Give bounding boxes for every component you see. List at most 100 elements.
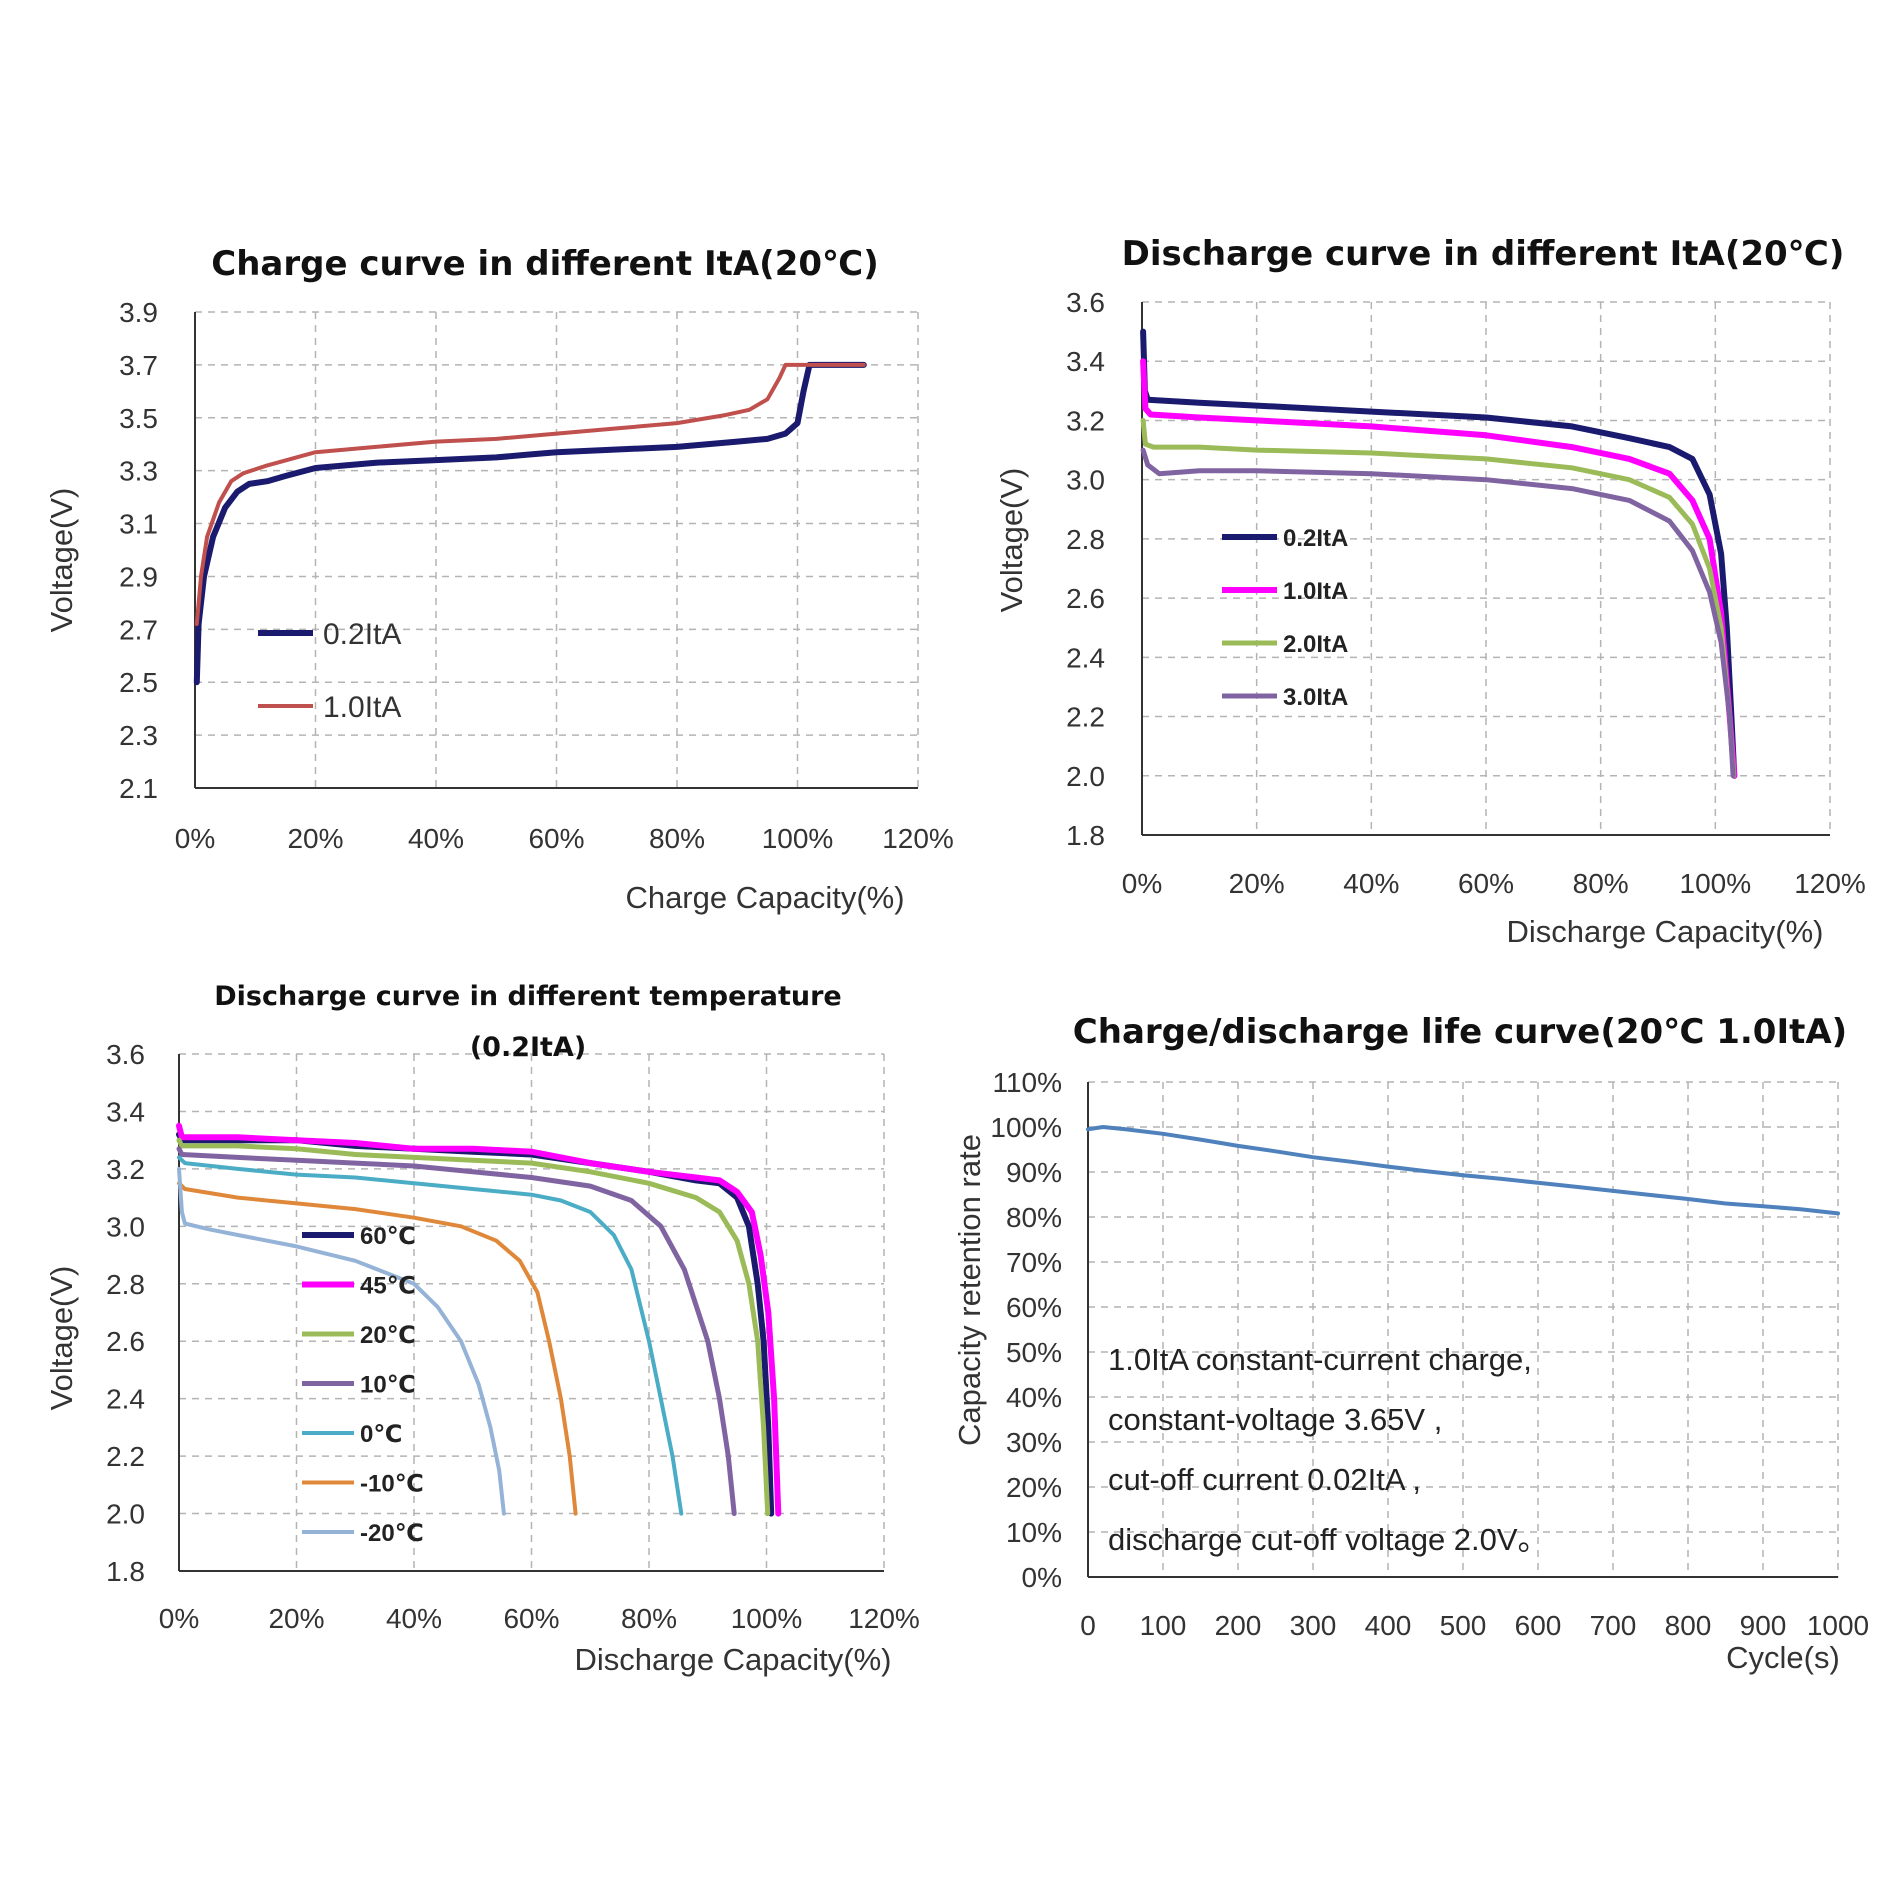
y-tick-label: 0%: [1022, 1562, 1062, 1593]
chart2-title: Discharge curve in different ItA(20℃): [1122, 234, 1845, 274]
x-tick-label: 20%: [268, 1603, 324, 1634]
series-line-10℃: [176, 1146, 737, 1517]
x-tick-label: 600: [1515, 1610, 1562, 1641]
y-tick-label: 2.9: [119, 561, 158, 592]
y-tick-label: 2.0: [1066, 761, 1105, 792]
chart4-note-line-3: cut-off current 0.02ItA ,: [1108, 1462, 1421, 1497]
chart-4: 0% 10% 20% 30% 40% 50% 60% 70% 80% 90% 100% 110% 0 10…: [990, 1067, 1869, 1641]
y-tick-label: 1.8: [1066, 820, 1105, 851]
series-line-2.0ItA: [1140, 417, 1737, 779]
x-tick-label: 80%: [1573, 868, 1629, 899]
y-tick-label: 70%: [1006, 1247, 1062, 1278]
legend-label: 1.0ItA: [323, 691, 401, 724]
y-tick-label: 2.0: [106, 1499, 145, 1530]
y-tick-label: 3.7: [119, 350, 158, 381]
series-line-0.2ItA: [193, 361, 867, 686]
x-tick-label: 60%: [503, 1603, 559, 1634]
series-line--20℃: [177, 1166, 506, 1516]
x-tick-label: 40%: [408, 823, 464, 854]
chart-2: 1.8 2.0 2.2 2.4 2.6 2.8 3.0 3.2 3.4 3.6 0% 20% 40% 60…: [1066, 287, 1866, 899]
x-tick-label: 900: [1740, 1610, 1787, 1641]
series-line-1.0ItA: [194, 362, 866, 626]
legend-label: 0.2ItA: [1283, 525, 1348, 552]
y-tick-label: 3.9: [119, 297, 158, 328]
y-tick-label: 20%: [1006, 1472, 1062, 1503]
legend-label: -20℃: [360, 1520, 424, 1547]
y-tick-label: 3.4: [1066, 346, 1105, 377]
series-line-20℃: [176, 1137, 771, 1517]
chart4-note-line-4: discharge cut-off voltage 2.0V。: [1108, 1522, 1549, 1557]
y-tick-label: 80%: [1006, 1202, 1062, 1233]
x-tick-label: 300: [1290, 1610, 1337, 1641]
legend-label: 2.0ItA: [1283, 631, 1348, 658]
y-tick-label: 2.4: [1066, 642, 1105, 673]
x-tick-label: 1000: [1807, 1610, 1869, 1641]
x-tick-label: 20%: [287, 823, 343, 854]
y-tick-label: 110%: [992, 1067, 1062, 1098]
x-tick-label: 200: [1215, 1610, 1262, 1641]
y-tick-label: 100%: [990, 1112, 1062, 1143]
y-tick-label: 2.8: [1066, 524, 1105, 555]
y-tick-label: 10%: [1006, 1517, 1062, 1548]
y-tick-label: 3.2: [1066, 405, 1105, 436]
x-tick-label: 0: [1080, 1610, 1096, 1641]
x-tick-label: 100: [1140, 1610, 1187, 1641]
chart3-xlabel: Discharge Capacity(%): [575, 1642, 892, 1677]
chart4-xlabel: Cycle(s): [1726, 1640, 1840, 1675]
x-tick-label: 500: [1440, 1610, 1487, 1641]
series-line-0℃: [177, 1155, 684, 1516]
y-tick-label: 3.3: [119, 456, 158, 487]
y-tick-label: 60%: [1006, 1292, 1062, 1323]
y-tick-label: 3.4: [106, 1096, 145, 1127]
y-tick-label: 2.6: [1066, 583, 1105, 614]
y-tick-label: 90%: [1006, 1157, 1062, 1188]
chart-1: 2.1 2.3 2.5 2.7 2.9 3.1 3.3 3.5 3.7 3.9 0% 20% 40% 60…: [119, 297, 954, 854]
x-tick-label: 80%: [649, 823, 705, 854]
legend-label: 60℃: [360, 1223, 416, 1250]
x-tick-label: 60%: [1458, 868, 1514, 899]
x-tick-label: 0%: [175, 823, 215, 854]
legend-label: 0.2ItA: [323, 618, 401, 651]
series-line-Capacity retention: [1086, 1125, 1840, 1216]
x-tick-label: 80%: [621, 1603, 677, 1634]
chart4-title: Charge/discharge life curve(20℃ 1.0ItA): [1073, 1012, 1847, 1052]
y-tick-label: 2.2: [106, 1441, 145, 1472]
y-tick-label: 1.8: [106, 1556, 145, 1587]
y-tick-label: 40%: [1006, 1382, 1062, 1413]
y-tick-label: 2.4: [106, 1384, 145, 1415]
y-tick-label: 3.1: [119, 509, 158, 540]
y-tick-label: 3.2: [106, 1154, 145, 1185]
x-tick-label: 100%: [762, 823, 834, 854]
y-tick-label: 2.8: [106, 1269, 145, 1300]
legend-label: 45℃: [360, 1273, 416, 1300]
y-tick-label: 2.5: [119, 667, 158, 698]
y-tick-label: 3.0: [1066, 465, 1105, 496]
y-tick-label: 3.6: [1066, 287, 1105, 318]
x-tick-label: 20%: [1229, 868, 1285, 899]
chart2-xlabel: Discharge Capacity(%): [1507, 914, 1824, 949]
x-tick-label: 120%: [1794, 868, 1866, 899]
legend: 0.2ItA 1.0ItA: [258, 618, 401, 724]
legend-label: 0℃: [360, 1421, 402, 1448]
y-tick-label: 2.2: [1066, 702, 1105, 733]
x-tick-label: 0%: [159, 1603, 199, 1634]
y-tick-label: 30%: [1006, 1427, 1062, 1458]
x-tick-label: 40%: [386, 1603, 442, 1634]
legend: 0.2ItA 1.0ItA 2.0ItA 3.0ItA: [1222, 525, 1348, 711]
chart-3: 1.8 2.0 2.2 2.4 2.6 2.8 3.0 3.2 3.4 3.6 0% 20% 40% 60…: [106, 1039, 920, 1634]
y-tick-label: 2.3: [119, 720, 158, 751]
legend-label: 20℃: [360, 1322, 416, 1349]
legend: 60℃ 45℃ 20℃ 10℃ 0℃ -10℃ -20℃: [302, 1223, 424, 1547]
series-line-0.2ItA: [1140, 328, 1738, 779]
x-tick-label: 120%: [848, 1603, 920, 1634]
x-tick-label: 800: [1665, 1610, 1712, 1641]
y-tick-label: 2.7: [119, 614, 158, 645]
x-tick-label: 0%: [1122, 868, 1162, 899]
chart2-ylabel: Voltage(V): [994, 468, 1029, 613]
legend-label: 3.0ItA: [1283, 684, 1348, 711]
y-tick-label: 3.6: [106, 1039, 145, 1070]
y-tick-label: 3.0: [106, 1211, 145, 1242]
chart1-xlabel: Charge Capacity(%): [625, 880, 904, 915]
x-tick-label: 100%: [731, 1603, 803, 1634]
